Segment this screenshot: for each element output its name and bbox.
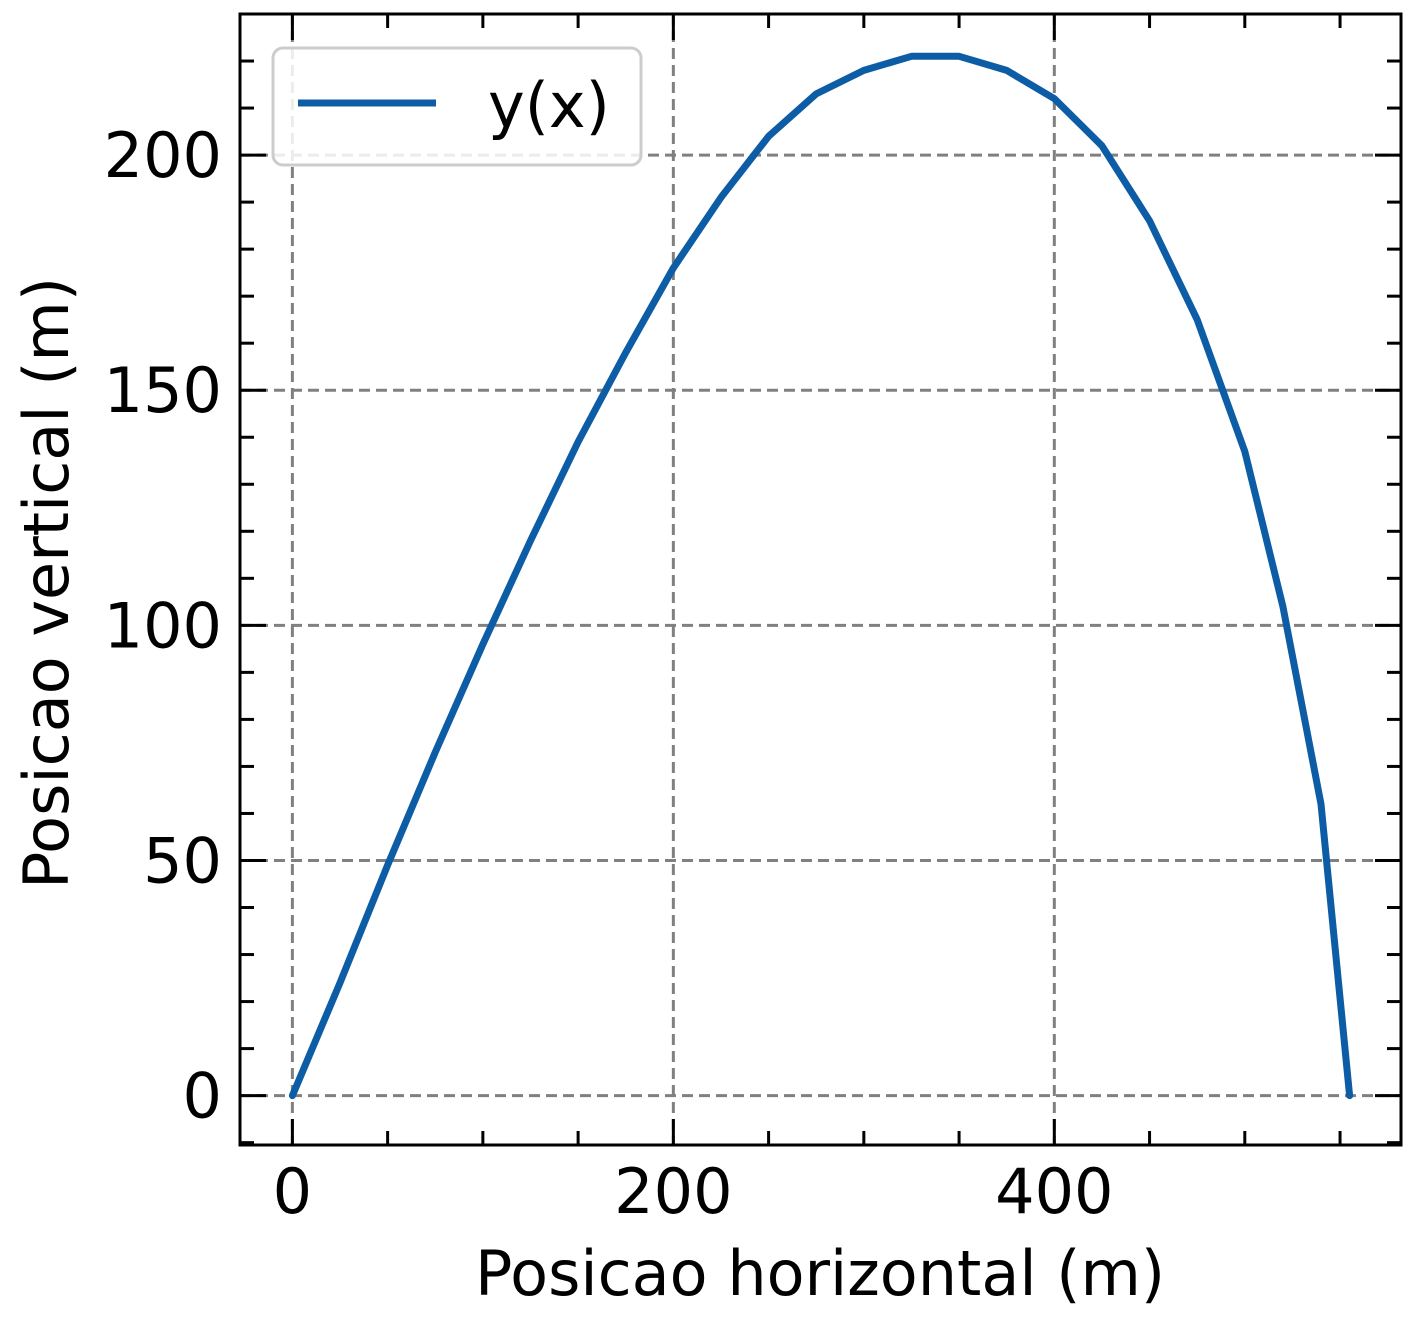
x-axis-label: Posicao horizontal (m) (475, 1237, 1165, 1310)
y-axis-label: Posicao vertical (m) (10, 277, 83, 889)
y-tick-label: 50 (143, 824, 222, 897)
y-tick-label: 100 (104, 589, 222, 662)
x-tick-label: 400 (995, 1155, 1113, 1228)
x-tick-label: 0 (273, 1155, 312, 1228)
series-line-y-x (288, 52, 1354, 1100)
y-tick-label: 200 (104, 119, 222, 192)
y-tick-label: 0 (183, 1060, 222, 1133)
grid-lines (240, 14, 1401, 1145)
y-tick-label: 150 (104, 354, 222, 427)
tick-labels: 0 200 400 0 50 100 150 200 (104, 119, 1114, 1228)
plot-frame (238, 12, 1403, 1147)
legend-label: y(x) (488, 69, 610, 142)
legend-box (271, 46, 643, 167)
series-layer (288, 52, 1354, 1100)
x-tick-label: 200 (614, 1155, 732, 1228)
legend: y(x) (271, 46, 643, 167)
axis-ticks (240, 12, 1401, 1145)
